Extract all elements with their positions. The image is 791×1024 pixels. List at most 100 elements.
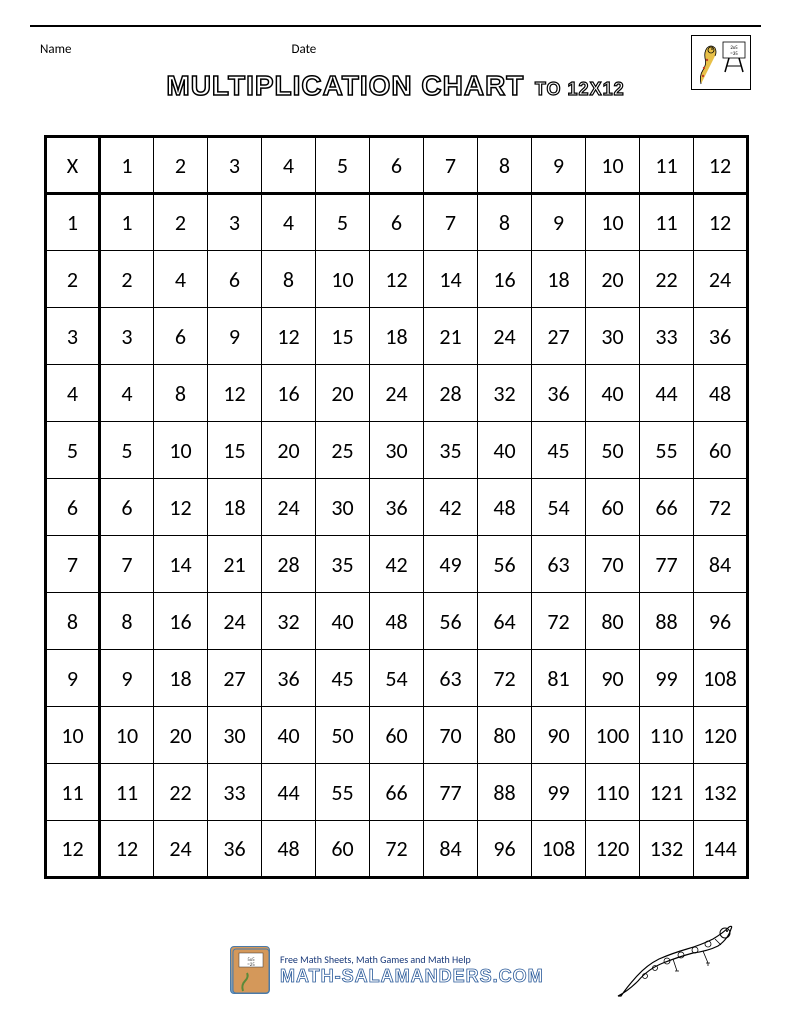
table-row: 551015202530354045505560	[46, 422, 748, 479]
table-header-row: X123456789101112	[46, 137, 748, 194]
table-cell: 12	[694, 194, 748, 251]
table-cell: 48	[370, 593, 424, 650]
table-cell: 44	[640, 365, 694, 422]
table-cell: 33	[640, 308, 694, 365]
table-cell: 24	[262, 479, 316, 536]
table-cell: 18	[208, 479, 262, 536]
table-cell: 4	[100, 365, 154, 422]
table-cell: 20	[586, 251, 640, 308]
table-cell: 21	[424, 308, 478, 365]
table-row: 1123456789101112	[46, 194, 748, 251]
table-cell: 80	[586, 593, 640, 650]
table-row: 3369121518212427303336	[46, 308, 748, 365]
table-cell: 54	[370, 650, 424, 707]
table-col-header: 8	[478, 137, 532, 194]
table-cell: 36	[370, 479, 424, 536]
table-cell: 55	[640, 422, 694, 479]
footer-text: Free Math Sheets, Math Games and Math He…	[280, 953, 544, 987]
table-cell: 90	[532, 707, 586, 764]
table-cell: 56	[478, 536, 532, 593]
table-row-header: 6	[46, 479, 100, 536]
table-cell: 18	[532, 251, 586, 308]
table-cell: 84	[694, 536, 748, 593]
table-cell: 9	[100, 650, 154, 707]
table-cell: 55	[316, 764, 370, 821]
page-title: MULTIPLICATION CHART TO 12X12	[0, 70, 791, 102]
table-cell: 60	[316, 821, 370, 878]
table-cell: 28	[424, 365, 478, 422]
header-line: Name Date	[40, 42, 671, 57]
table-cell: 88	[478, 764, 532, 821]
table-cell: 30	[586, 308, 640, 365]
table-row: 9918273645546372819099108	[46, 650, 748, 707]
table-cell: 63	[424, 650, 478, 707]
footer-brand: MATH-SALAMANDERS.COM	[280, 966, 544, 987]
table-cell: 18	[154, 650, 208, 707]
table-cell: 20	[316, 365, 370, 422]
table-cell: 72	[694, 479, 748, 536]
table-cell: 45	[532, 422, 586, 479]
table-cell: 77	[640, 536, 694, 593]
table-cell: 35	[316, 536, 370, 593]
table-cell: 12	[262, 308, 316, 365]
table-cell: 12	[370, 251, 424, 308]
svg-text:=25: =25	[247, 962, 255, 968]
table-cell: 14	[424, 251, 478, 308]
table-row-header: 12	[46, 821, 100, 878]
table-row-header: 11	[46, 764, 100, 821]
table-cell: 8	[100, 593, 154, 650]
table-cell: 22	[154, 764, 208, 821]
table-cell: 27	[208, 650, 262, 707]
table-cell: 24	[208, 593, 262, 650]
table-cell: 45	[316, 650, 370, 707]
table-cell: 8	[478, 194, 532, 251]
title-main: MULTIPLICATION CHART	[166, 70, 524, 101]
table-cell: 9	[532, 194, 586, 251]
table-cell: 21	[208, 536, 262, 593]
table-cell: 40	[586, 365, 640, 422]
table-cell: 42	[424, 479, 478, 536]
table-cell: 72	[532, 593, 586, 650]
table-cell: 18	[370, 308, 424, 365]
footer-tagline: Free Math Sheets, Math Games and Math He…	[280, 953, 544, 966]
table-cell: 11	[100, 764, 154, 821]
table-cell: 81	[532, 650, 586, 707]
table-cell: 144	[694, 821, 748, 878]
table-cell: 121	[640, 764, 694, 821]
table-cell: 48	[694, 365, 748, 422]
name-label: Name	[40, 42, 71, 57]
table-cell: 99	[640, 650, 694, 707]
table-cell: 40	[478, 422, 532, 479]
table-cell: 8	[154, 365, 208, 422]
table-cell: 36	[208, 821, 262, 878]
table-cell: 1	[100, 194, 154, 251]
table-cell: 10	[154, 422, 208, 479]
multiplication-table: X123456789101112112345678910111222468101…	[44, 135, 749, 879]
table-row-header: 7	[46, 536, 100, 593]
table-cell: 20	[262, 422, 316, 479]
table-col-header: 9	[532, 137, 586, 194]
table-cell: 32	[262, 593, 316, 650]
table-row: 224681012141618202224	[46, 251, 748, 308]
table-cell: 66	[370, 764, 424, 821]
table-cell: 22	[640, 251, 694, 308]
table-col-header: 3	[208, 137, 262, 194]
table-cell: 120	[694, 707, 748, 764]
table-cell: 96	[478, 821, 532, 878]
table-col-header: 10	[586, 137, 640, 194]
top-rule	[30, 25, 761, 27]
table-cell: 16	[154, 593, 208, 650]
table-cell: 20	[154, 707, 208, 764]
table-cell: 3	[100, 308, 154, 365]
table-cell: 15	[316, 308, 370, 365]
table-col-header: 7	[424, 137, 478, 194]
table-cell: 2	[100, 251, 154, 308]
table-cell: 30	[370, 422, 424, 479]
table-cell: 24	[694, 251, 748, 308]
table-cell: 77	[424, 764, 478, 821]
table-cell: 10	[100, 707, 154, 764]
table-cell: 96	[694, 593, 748, 650]
table-cell: 12	[100, 821, 154, 878]
table-cell: 44	[262, 764, 316, 821]
table-cell: 110	[640, 707, 694, 764]
